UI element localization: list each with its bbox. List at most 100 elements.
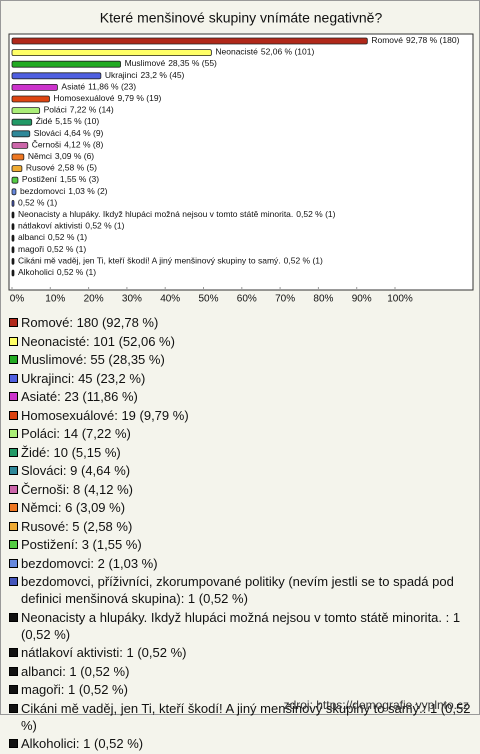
bar-label: Homosexuálové 9,79 % (19) bbox=[53, 93, 161, 103]
legend-value: : 1 (0,52 %) bbox=[119, 645, 187, 660]
legend-swatch bbox=[9, 355, 18, 364]
legend-name: Alkoholici bbox=[21, 736, 76, 751]
bar bbox=[11, 246, 15, 254]
legend-name: bezdomovci, příživníci, zkorumpované pol… bbox=[21, 574, 454, 606]
x-tick-label: 0% bbox=[10, 294, 25, 305]
x-tick-label: 50% bbox=[198, 294, 218, 305]
source: zdroj: https://demografie.vyplnto.cz bbox=[283, 698, 469, 712]
legend-item: Černoši: 8 (4,12 %) bbox=[9, 481, 471, 498]
legend-name: Poláci bbox=[21, 426, 57, 441]
legend-item: Poláci: 14 (7,22 %) bbox=[9, 425, 471, 442]
bar-name: bezdomovci bbox=[20, 186, 65, 196]
legend-swatch bbox=[9, 373, 18, 383]
legend-item: Muslimové: 55 (28,35 %) bbox=[9, 351, 471, 368]
legend-swatch bbox=[9, 648, 18, 657]
bar-label: albanci 0,52 % (1) bbox=[18, 232, 87, 242]
bar-name: magoři bbox=[18, 244, 44, 254]
bar-label: Neonacisté 52,06 % (101) bbox=[215, 47, 314, 57]
bar bbox=[11, 188, 17, 196]
bar-name: Židé bbox=[36, 116, 53, 126]
bar-name: albanci bbox=[18, 232, 45, 242]
legend-value: : 23 (11,86 %) bbox=[57, 389, 138, 404]
bar bbox=[11, 234, 15, 242]
legend-name: Romové bbox=[21, 315, 70, 330]
legend-swatch bbox=[9, 577, 18, 586]
bar-name: Neonacisté bbox=[215, 47, 258, 57]
bar-name: Neonacisty a hlupáky. Ikdyž hlupáci možn… bbox=[18, 209, 293, 219]
bar-label: Rusové 2,58 % (5) bbox=[26, 163, 97, 173]
legend-name: Černoši bbox=[21, 481, 66, 497]
bar bbox=[11, 37, 368, 45]
legend-item: Asiaté: 23 (11,86 %) bbox=[9, 388, 471, 405]
legend-item: Slováci: 9 (4,64 %) bbox=[9, 462, 471, 479]
bar-label: Muslimové 28,35 % (55) bbox=[125, 58, 217, 68]
legend-swatch bbox=[9, 447, 18, 457]
legend-item: Romové: 180 (92,78 %) bbox=[9, 314, 471, 331]
legend-name: Muslimové bbox=[21, 352, 84, 367]
bar-name: Postižení bbox=[22, 174, 58, 184]
legend-value: : 10 (5,15 %) bbox=[46, 444, 121, 460]
legend-value: : 9 (4,64 %) bbox=[62, 463, 131, 478]
bar-name: Cikáni mě vaděj, jen Ti, kteří škodí! A … bbox=[18, 256, 281, 266]
bar-name: Alkoholici bbox=[18, 267, 54, 277]
bar bbox=[11, 49, 212, 56]
bar-name: Muslimové bbox=[125, 58, 166, 68]
bar-label: Poláci 7,22 % (14) bbox=[44, 105, 114, 115]
legend-value: : 1 (0,52 %) bbox=[62, 663, 130, 679]
x-tick-label: 40% bbox=[160, 294, 180, 305]
bar-label: Ukrajinci 23,2 % (45) bbox=[105, 70, 185, 80]
bar-label: Cikáni mě vaděj, jen Ti, kteří škodí! A … bbox=[18, 256, 323, 266]
legend-name: Homosexuálové bbox=[21, 407, 115, 423]
x-tick-label: 20% bbox=[84, 294, 104, 305]
legend-item: Neonacisty a hlupáky. Ikdyž hlupáci možn… bbox=[9, 609, 471, 643]
bar-label: magoři 0,52 % (1) bbox=[18, 244, 86, 254]
bar-label: Černoši 4,12 % (8) bbox=[32, 140, 104, 150]
legend-name: Neonacisté bbox=[21, 333, 87, 349]
bar bbox=[11, 84, 58, 91]
legend-item: nátlakoví aktivisti: 1 (0,52 %) bbox=[9, 644, 471, 661]
bar-label: Romové 92,78 % (180) bbox=[371, 35, 459, 45]
legend-item: bezdomovci, příživníci, zkorumpované pol… bbox=[9, 573, 471, 607]
legend-swatch bbox=[9, 429, 18, 438]
bar bbox=[11, 176, 19, 184]
bar-value: 0,52 % (1) bbox=[18, 198, 57, 208]
bar bbox=[11, 257, 15, 265]
bar-label: Alkoholici 0,52 % (1) bbox=[18, 267, 96, 277]
legend-swatch bbox=[9, 666, 18, 676]
legend-name: Asiaté bbox=[21, 389, 58, 404]
bar bbox=[11, 118, 33, 126]
x-tick-label: 30% bbox=[122, 294, 142, 305]
legend-name: magoři bbox=[21, 682, 61, 697]
bar bbox=[11, 72, 102, 80]
bar-value: 9,79 % (19) bbox=[117, 93, 161, 103]
x-tick-label: 90% bbox=[352, 294, 372, 305]
legend-swatch bbox=[9, 739, 18, 748]
chart: Které menšinové skupiny vnímáte negativn… bbox=[8, 10, 474, 305]
bar-label: 0,52 % (1) bbox=[18, 198, 57, 208]
legend-value: : 55 (28,35 %) bbox=[83, 352, 165, 367]
legend-value: : 8 (4,12 %) bbox=[65, 481, 133, 497]
bar-name: Homosexuálové bbox=[53, 93, 114, 103]
bar-label: nátlakoví aktivisti 0,52 % (1) bbox=[18, 221, 125, 231]
bar bbox=[11, 153, 25, 161]
bar-name: Asiaté bbox=[61, 82, 85, 92]
legend-swatch bbox=[9, 558, 18, 568]
legend-item: Postižení: 3 (1,55 %) bbox=[9, 536, 471, 553]
bar-label: Němci 3,09 % (6) bbox=[28, 151, 94, 161]
legend-value: : 180 (92,78 %) bbox=[69, 315, 159, 330]
legend-name: Cikáni mě vaděj, jen Ti, kteří škodí! A … bbox=[21, 700, 423, 716]
bar bbox=[11, 211, 15, 219]
legend-swatch bbox=[9, 484, 18, 494]
legend-value: : 1 (0,52 %) bbox=[21, 609, 461, 642]
bar-name: Rusové bbox=[26, 163, 55, 173]
bar-value: 28,35 % (55) bbox=[168, 58, 217, 68]
x-tick-label: 10% bbox=[45, 294, 65, 305]
bar bbox=[11, 269, 15, 277]
legend-swatch bbox=[9, 521, 18, 531]
bar-label: Neonacisty a hlupáky. Ikdyž hlupáci možn… bbox=[18, 209, 336, 219]
bar bbox=[11, 165, 23, 173]
bar-value: 52,06 % (101) bbox=[261, 47, 315, 57]
legend-name: Ukrajinci bbox=[21, 370, 71, 386]
legend-value: : 45 (23,2 %) bbox=[70, 370, 146, 386]
